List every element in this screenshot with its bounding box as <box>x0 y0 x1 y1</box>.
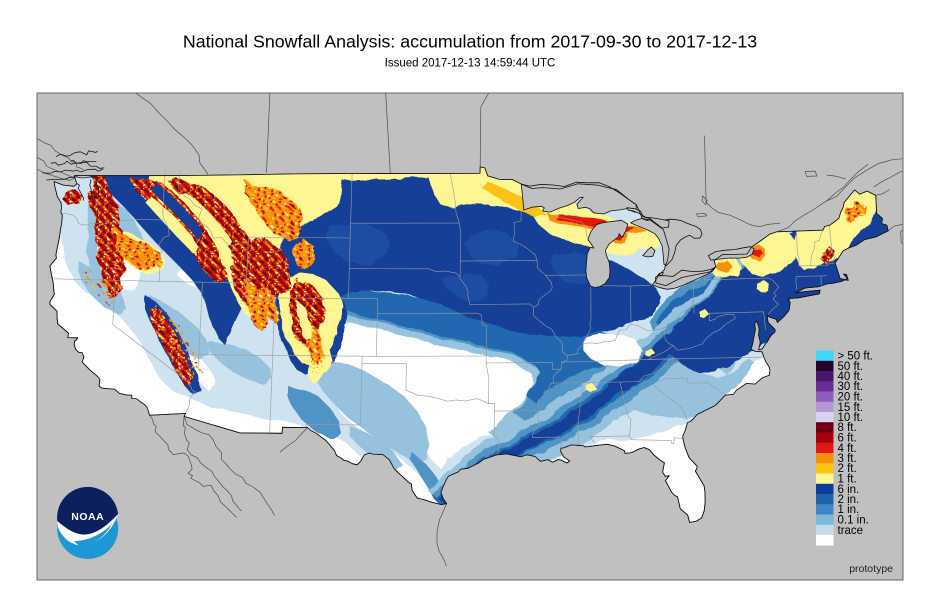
svg-text:NOAA: NOAA <box>71 511 104 523</box>
svg-text:Issued 2017-12-13 14:59:44 UTC: Issued 2017-12-13 14:59:44 UTC <box>385 58 556 70</box>
svg-text:1 in.: 1 in. <box>838 504 860 516</box>
svg-text:15 ft.: 15 ft. <box>838 402 864 414</box>
svg-text:> 50 ft.: > 50 ft. <box>838 351 873 363</box>
svg-text:50 ft.: 50 ft. <box>838 361 864 373</box>
svg-text:8 ft.: 8 ft. <box>838 422 857 434</box>
svg-text:National Snowfall Analysis: ac: National Snowfall Analysis: accumulation… <box>183 32 757 52</box>
svg-text:0.1 in.: 0.1 in. <box>838 515 869 527</box>
svg-text:6 ft.: 6 ft. <box>838 433 857 445</box>
svg-text:6 in.: 6 in. <box>838 484 860 496</box>
svg-text:30 ft.: 30 ft. <box>838 381 864 393</box>
svg-text:40 ft.: 40 ft. <box>838 371 864 383</box>
svg-text:2 in.: 2 in. <box>838 494 860 506</box>
svg-text:2 ft.: 2 ft. <box>838 463 857 475</box>
svg-text:20 ft.: 20 ft. <box>838 392 864 404</box>
svg-text:trace: trace <box>838 525 864 537</box>
svg-text:3 ft.: 3 ft. <box>838 453 857 465</box>
svg-text:10 ft.: 10 ft. <box>838 412 864 424</box>
svg-text:prototype: prototype <box>849 563 893 575</box>
svg-text:4 ft.: 4 ft. <box>838 443 857 455</box>
svg-text:1 ft.: 1 ft. <box>838 474 857 486</box>
